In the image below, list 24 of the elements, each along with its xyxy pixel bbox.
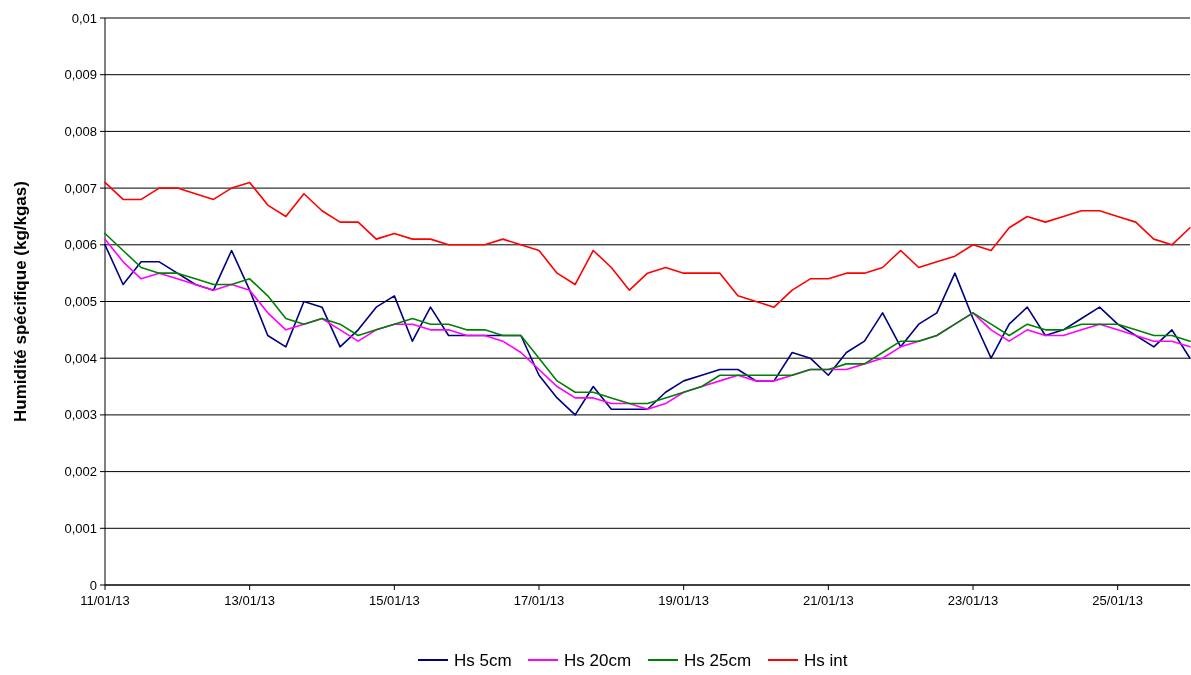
y-axis-title: Humidité spécifique (kg/kgas) [11,181,30,422]
x-tick-label: 13/01/13 [224,593,275,608]
y-tick-label: 0,008 [64,123,97,139]
y-tick-label: 0,004 [64,350,97,366]
x-tick-label: 17/01/13 [513,593,565,608]
legend-label: Hs 20cm [564,650,632,670]
x-tick-label: 23/01/13 [947,593,999,608]
y-tick-label: 0,005 [64,294,97,310]
y-tick-label: 0,001 [64,520,97,536]
x-tick-label: 11/01/13 [80,593,130,608]
x-tick-label: 21/01/13 [803,593,854,608]
y-tick-label: 0,007 [64,180,97,196]
y-tick-label: 0,006 [64,237,97,253]
legend-label: Hs 5cm [454,650,512,670]
y-tick-label: 0,01 [71,10,97,26]
y-tick-label: 0,002 [64,464,97,480]
y-tick-label: 0,009 [64,67,97,83]
x-tick-label: 15/01/13 [369,593,420,608]
legend-label: Hs 25cm [684,650,752,670]
y-tick-label: 0 [89,577,97,593]
x-tick-label: 25/01/13 [1092,593,1143,608]
y-tick-label: 0,003 [64,407,97,423]
legend-label: Hs int [804,650,848,670]
x-tick-label: 19/01/13 [658,593,709,608]
